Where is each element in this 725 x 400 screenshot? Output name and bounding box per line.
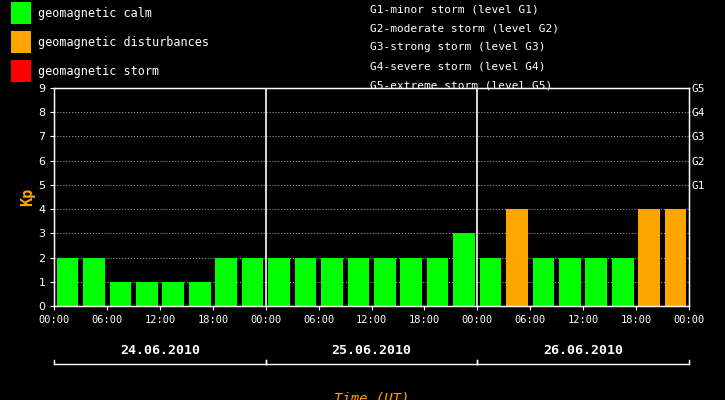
Bar <box>612 258 634 306</box>
Bar <box>347 258 369 306</box>
Bar <box>109 282 131 306</box>
Text: G2-moderate storm (level G2): G2-moderate storm (level G2) <box>370 24 559 34</box>
Text: geomagnetic calm: geomagnetic calm <box>38 7 152 20</box>
Bar <box>559 258 581 306</box>
Bar <box>321 258 343 306</box>
Bar <box>374 258 396 306</box>
Bar <box>506 209 528 306</box>
Bar <box>533 258 554 306</box>
Bar <box>400 258 422 306</box>
Bar <box>215 258 237 306</box>
Text: geomagnetic storm: geomagnetic storm <box>38 65 160 78</box>
Bar <box>665 209 687 306</box>
Text: G5-extreme storm (level G5): G5-extreme storm (level G5) <box>370 80 552 90</box>
Text: geomagnetic disturbances: geomagnetic disturbances <box>38 36 209 49</box>
Text: Time (UT): Time (UT) <box>334 392 409 400</box>
Bar <box>83 258 105 306</box>
Bar <box>453 233 475 306</box>
Bar <box>11 60 30 82</box>
Bar <box>189 282 210 306</box>
Bar <box>585 258 607 306</box>
Bar <box>57 258 78 306</box>
Bar <box>294 258 316 306</box>
Text: 25.06.2010: 25.06.2010 <box>331 344 412 356</box>
Text: G1-minor storm (level G1): G1-minor storm (level G1) <box>370 5 539 15</box>
Bar <box>638 209 660 306</box>
Bar <box>427 258 449 306</box>
Bar <box>11 2 30 24</box>
Bar <box>268 258 290 306</box>
Text: 26.06.2010: 26.06.2010 <box>543 344 623 356</box>
Bar <box>241 258 263 306</box>
Text: G4-severe storm (level G4): G4-severe storm (level G4) <box>370 61 545 71</box>
Bar <box>162 282 184 306</box>
Bar <box>11 31 30 53</box>
Bar <box>136 282 158 306</box>
Text: 24.06.2010: 24.06.2010 <box>120 344 200 356</box>
Y-axis label: Kp: Kp <box>20 188 36 206</box>
Text: G3-strong storm (level G3): G3-strong storm (level G3) <box>370 42 545 52</box>
Bar <box>480 258 502 306</box>
